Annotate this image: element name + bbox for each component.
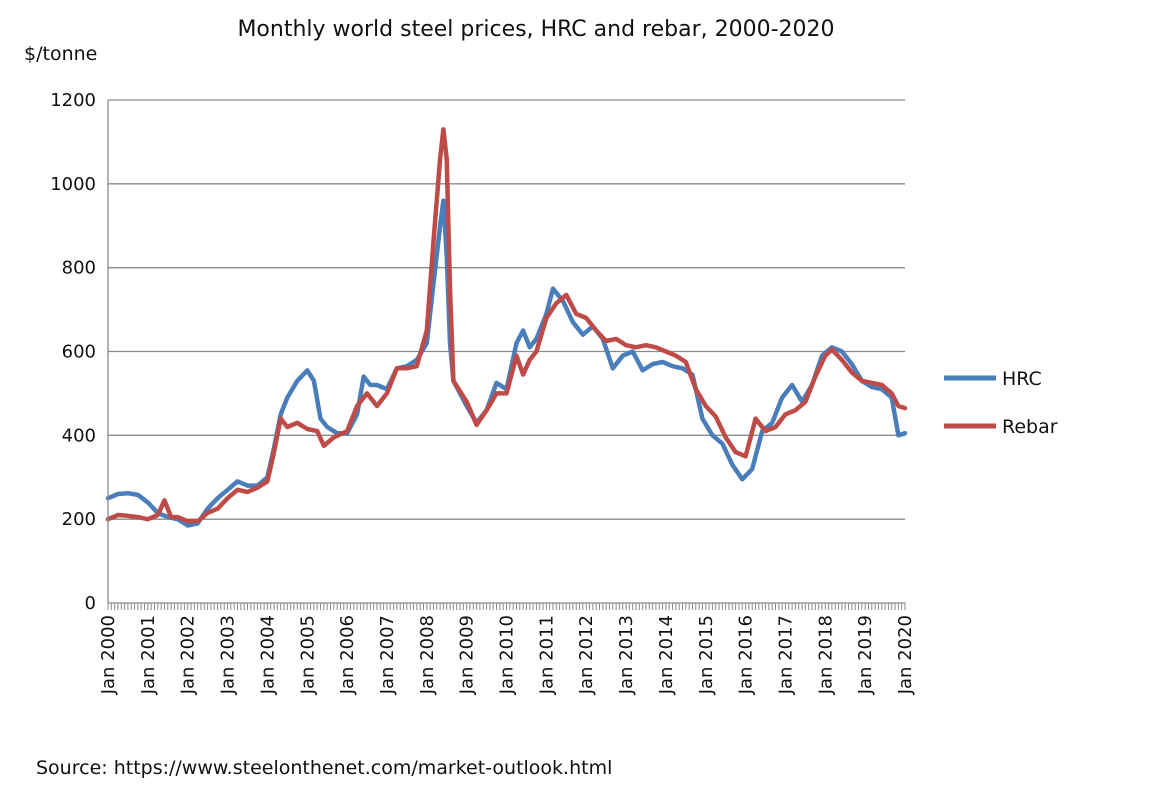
series-layer bbox=[105, 127, 908, 528]
x-tick-label: Jan 2010 bbox=[497, 615, 518, 695]
y-tick-label: 200 bbox=[62, 509, 96, 530]
x-tick-label: Jan 2016 bbox=[736, 615, 757, 695]
y-tick-label: 1200 bbox=[50, 90, 96, 111]
y-axis-unit-label: $/tonne bbox=[24, 43, 97, 65]
x-tick-label: Jan 2009 bbox=[457, 615, 478, 695]
y-tick-label: 0 bbox=[85, 593, 96, 614]
y-tick-label: 600 bbox=[62, 342, 96, 363]
axes: 0 200 400 600 800 1000 1200 Jan 2000 Jan 2001 Jan… bbox=[50, 90, 916, 695]
legend: HRC Rebar bbox=[944, 368, 1058, 438]
x-tick-label: Jan 2020 bbox=[895, 615, 916, 695]
grid bbox=[108, 99, 905, 520]
x-tick-label: Jan 2019 bbox=[855, 615, 876, 695]
x-tick-label: Jan 2013 bbox=[616, 615, 637, 695]
x-tick-label: Jan 2007 bbox=[377, 615, 398, 695]
chart-title: Monthly world steel prices, HRC and reba… bbox=[237, 17, 834, 42]
series-line-hrc bbox=[105, 198, 908, 528]
legend-label-rebar: Rebar bbox=[1002, 416, 1058, 438]
x-tick-label: Jan 2006 bbox=[337, 615, 358, 695]
source-note: Source: https://www.steelonthenet.com/ma… bbox=[36, 757, 612, 779]
x-tick-label: Jan 2004 bbox=[257, 615, 278, 695]
x-tick-label: Jan 2003 bbox=[218, 615, 239, 695]
y-tick-label: 400 bbox=[62, 425, 96, 446]
x-tick-label: Jan 2002 bbox=[178, 615, 199, 695]
x-tick-label: Jan 2017 bbox=[775, 615, 796, 695]
x-tick-label: Jan 2018 bbox=[815, 615, 836, 695]
x-tick-label: Jan 2008 bbox=[417, 615, 438, 695]
series-line-rebar bbox=[105, 127, 908, 524]
x-tick-label: Jan 2011 bbox=[536, 615, 557, 695]
y-tick-label: 800 bbox=[62, 258, 96, 279]
x-tick-label: Jan 2000 bbox=[98, 615, 119, 695]
y-tick-label: 1000 bbox=[50, 174, 96, 195]
legend-label-hrc: HRC bbox=[1002, 368, 1042, 390]
x-tick-label: Jan 2001 bbox=[138, 615, 159, 695]
x-tick-label: Jan 2012 bbox=[576, 615, 597, 695]
x-tick-label: Jan 2005 bbox=[297, 615, 318, 695]
x-tick-label: Jan 2014 bbox=[656, 615, 677, 695]
x-tick-label: Jan 2015 bbox=[696, 615, 717, 695]
